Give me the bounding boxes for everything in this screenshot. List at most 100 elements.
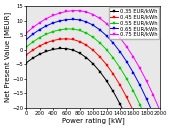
0.75 EUR/kWh — [39, 22, 41, 23]
0.55 EUR/kWh — [32, 41, 34, 43]
0.75 EUR/kWh — [99, 18, 101, 19]
0.75 EUR/kWh — [52, 15, 54, 16]
0.45 EUR/kWh — [25, 54, 27, 56]
0.45 EUR/kWh — [45, 42, 47, 44]
0.35 EUR/kWh — [39, 53, 41, 55]
0.45 EUR/kWh — [112, 73, 114, 75]
0.35 EUR/kWh — [45, 51, 47, 52]
0.65 EUR/kWh — [92, 24, 94, 26]
0.35 EUR/kWh — [86, 57, 88, 58]
0.45 EUR/kWh — [139, 125, 141, 127]
0.75 EUR/kWh — [92, 14, 94, 15]
0.35 EUR/kWh — [65, 48, 67, 49]
0.65 EUR/kWh — [126, 61, 128, 62]
0.55 EUR/kWh — [126, 78, 128, 79]
0.35 EUR/kWh — [52, 49, 54, 50]
0.45 EUR/kWh — [86, 44, 88, 46]
0.35 EUR/kWh — [92, 63, 94, 65]
0.65 EUR/kWh — [72, 18, 74, 20]
0.75 EUR/kWh — [126, 46, 128, 47]
0.65 EUR/kWh — [146, 98, 148, 100]
0.75 EUR/kWh — [32, 27, 34, 28]
0.75 EUR/kWh — [112, 29, 114, 31]
0.75 EUR/kWh — [152, 95, 154, 96]
0.75 EUR/kWh — [45, 18, 47, 19]
0.45 EUR/kWh — [119, 84, 121, 86]
0.35 EUR/kWh — [32, 57, 34, 59]
0.55 EUR/kWh — [92, 36, 94, 38]
0.75 EUR/kWh — [79, 10, 81, 11]
0.45 EUR/kWh — [92, 50, 94, 51]
0.45 EUR/kWh — [52, 40, 54, 41]
Line: 0.55 EUR/kWh: 0.55 EUR/kWh — [25, 28, 161, 128]
0.45 EUR/kWh — [106, 64, 108, 65]
0.65 EUR/kWh — [86, 21, 88, 23]
0.65 EUR/kWh — [59, 20, 61, 22]
0.55 EUR/kWh — [39, 37, 41, 38]
0.65 EUR/kWh — [132, 72, 134, 73]
0.55 EUR/kWh — [25, 46, 27, 48]
0.35 EUR/kWh — [79, 52, 81, 54]
0.45 EUR/kWh — [99, 56, 101, 57]
0.65 EUR/kWh — [52, 22, 54, 24]
0.45 EUR/kWh — [65, 38, 67, 40]
0.75 EUR/kWh — [72, 10, 74, 11]
0.55 EUR/kWh — [79, 30, 81, 31]
Legend: 0.35 EUR/kWh, 0.45 EUR/kWh, 0.55 EUR/kWh, 0.65 EUR/kWh, 0.75 EUR/kWh: 0.35 EUR/kWh, 0.45 EUR/kWh, 0.55 EUR/kWh… — [109, 7, 159, 39]
0.65 EUR/kWh — [139, 84, 141, 86]
0.65 EUR/kWh — [79, 19, 81, 21]
0.35 EUR/kWh — [112, 91, 114, 92]
0.45 EUR/kWh — [79, 41, 81, 42]
0.55 EUR/kWh — [99, 42, 101, 44]
X-axis label: Power rating [kW]: Power rating [kW] — [62, 117, 124, 124]
0.45 EUR/kWh — [39, 45, 41, 47]
0.35 EUR/kWh — [25, 62, 27, 64]
0.65 EUR/kWh — [106, 35, 108, 36]
0.75 EUR/kWh — [146, 81, 148, 82]
0.75 EUR/kWh — [59, 12, 61, 14]
0.75 EUR/kWh — [159, 110, 161, 112]
0.45 EUR/kWh — [32, 49, 34, 51]
0.65 EUR/kWh — [32, 33, 34, 35]
0.55 EUR/kWh — [106, 49, 108, 50]
0.75 EUR/kWh — [106, 23, 108, 24]
0.55 EUR/kWh — [52, 31, 54, 32]
0.45 EUR/kWh — [126, 96, 128, 98]
0.55 EUR/kWh — [139, 104, 141, 105]
0.45 EUR/kWh — [132, 110, 134, 112]
0.55 EUR/kWh — [45, 33, 47, 35]
Line: 0.45 EUR/kWh: 0.45 EUR/kWh — [25, 38, 161, 128]
0.55 EUR/kWh — [112, 57, 114, 59]
0.75 EUR/kWh — [119, 37, 121, 38]
0.65 EUR/kWh — [45, 25, 47, 27]
Y-axis label: Net Present Value [MEUR]: Net Present Value [MEUR] — [4, 12, 11, 102]
Line: 0.65 EUR/kWh: 0.65 EUR/kWh — [25, 18, 161, 128]
Line: 0.75 EUR/kWh: 0.75 EUR/kWh — [25, 9, 161, 112]
0.45 EUR/kWh — [59, 38, 61, 40]
0.55 EUR/kWh — [59, 29, 61, 31]
0.35 EUR/kWh — [99, 71, 101, 72]
0.55 EUR/kWh — [119, 67, 121, 68]
0.65 EUR/kWh — [25, 39, 27, 40]
0.65 EUR/kWh — [99, 29, 101, 31]
0.55 EUR/kWh — [72, 28, 74, 30]
0.75 EUR/kWh — [86, 11, 88, 13]
0.35 EUR/kWh — [126, 117, 128, 118]
0.55 EUR/kWh — [132, 90, 134, 92]
0.35 EUR/kWh — [119, 103, 121, 105]
0.35 EUR/kWh — [106, 80, 108, 82]
Line: 0.35 EUR/kWh: 0.35 EUR/kWh — [25, 47, 161, 128]
0.65 EUR/kWh — [119, 51, 121, 52]
0.75 EUR/kWh — [132, 56, 134, 58]
0.65 EUR/kWh — [152, 114, 154, 115]
0.35 EUR/kWh — [59, 48, 61, 49]
0.75 EUR/kWh — [139, 68, 141, 69]
0.55 EUR/kWh — [146, 119, 148, 121]
0.65 EUR/kWh — [65, 19, 67, 20]
0.65 EUR/kWh — [112, 42, 114, 44]
0.75 EUR/kWh — [65, 11, 67, 12]
0.45 EUR/kWh — [72, 39, 74, 40]
0.55 EUR/kWh — [65, 28, 67, 30]
0.65 EUR/kWh — [39, 29, 41, 30]
0.75 EUR/kWh — [25, 32, 27, 34]
